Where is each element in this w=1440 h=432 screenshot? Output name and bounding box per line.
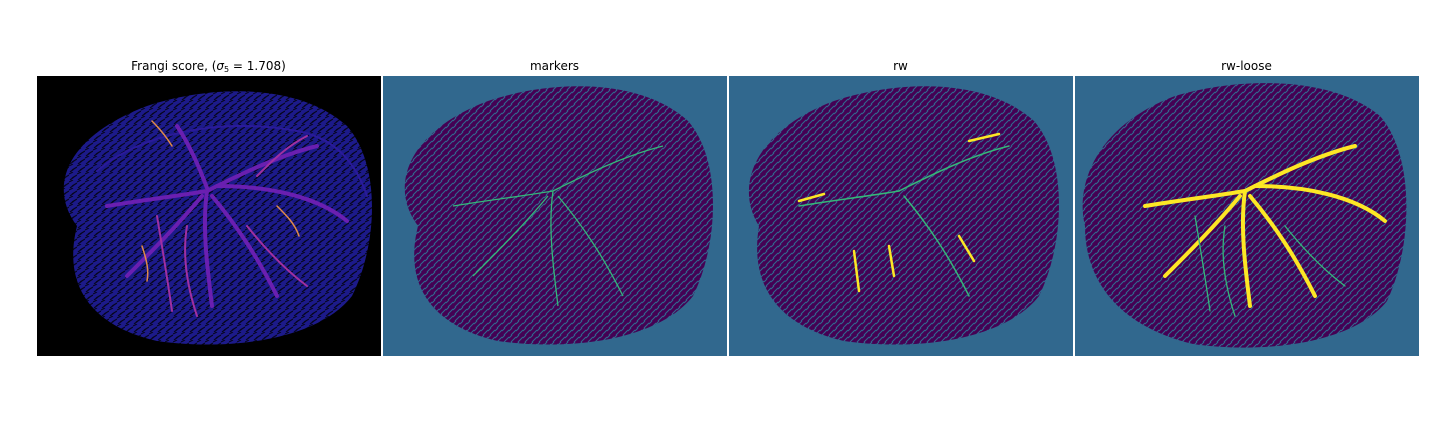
rw-image-svg bbox=[748, 86, 1059, 345]
rw-image bbox=[729, 76, 1073, 356]
rw-loose-image bbox=[1075, 76, 1419, 356]
frangi-image-svg bbox=[63, 91, 372, 345]
panel-title-frangi: Frangi score, (σ5 = 1.708) bbox=[131, 59, 286, 74]
rw-loose-image-svg bbox=[1082, 83, 1407, 348]
panel-title-rw-loose: rw-loose bbox=[1221, 59, 1272, 73]
markers-image bbox=[383, 76, 727, 356]
frangi-image bbox=[37, 76, 381, 356]
markers-image-svg bbox=[404, 86, 713, 345]
panel-title-rw: rw bbox=[893, 59, 908, 73]
panel-title-markers: markers bbox=[529, 59, 580, 73]
